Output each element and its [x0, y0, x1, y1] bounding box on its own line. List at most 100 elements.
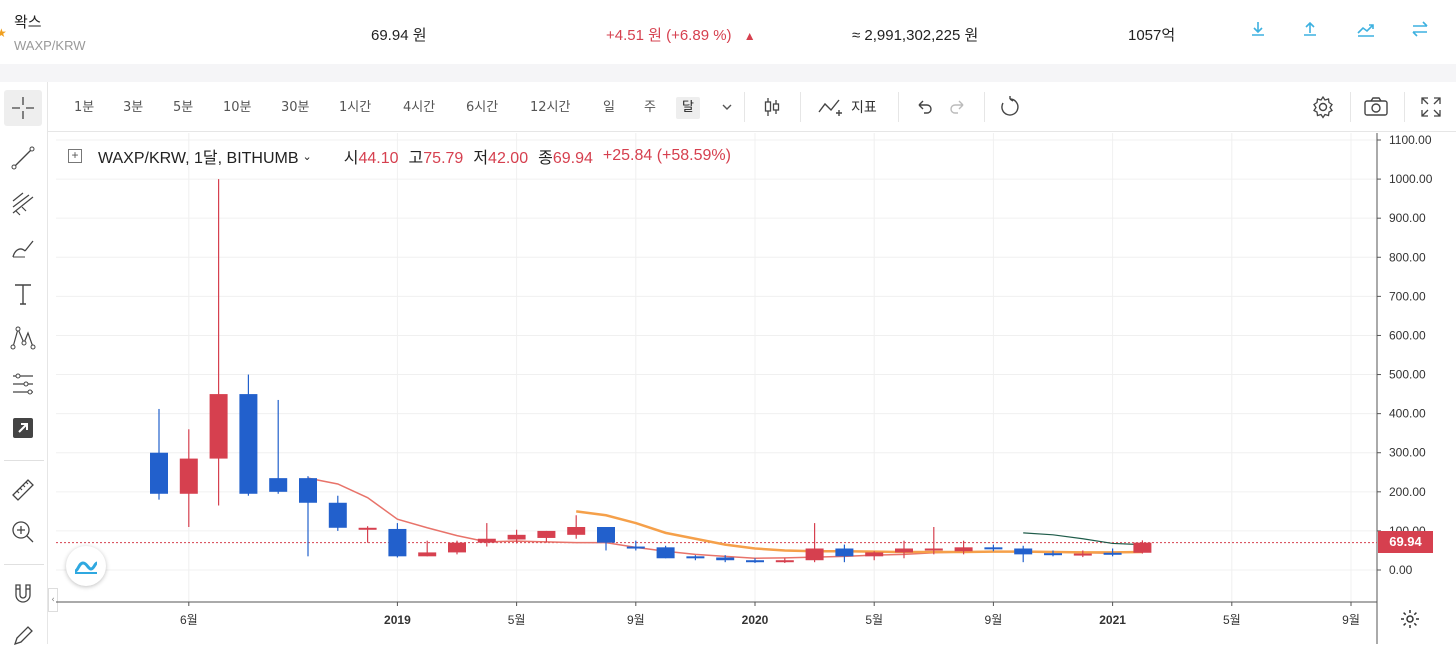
- toolbar-divider: [1404, 92, 1405, 122]
- candle-body: [597, 527, 615, 543]
- legend-close: 종69.94: [538, 150, 593, 167]
- interval-12h[interactable]: 12시간: [530, 100, 571, 115]
- toolbar-divider: [1350, 92, 1351, 122]
- legend-change: +25.84 (+58.59%): [602, 147, 731, 164]
- toolbar-divider: [4, 564, 44, 565]
- legend-high: 고75.79: [408, 150, 464, 167]
- ruler-icon[interactable]: [4, 472, 42, 508]
- tradingview-logo-icon[interactable]: [66, 546, 106, 586]
- favorite-star-icon[interactable]: ★: [0, 26, 7, 40]
- legend-title[interactable]: WAXP/KRW, 1달, BITHUMB: [98, 150, 299, 167]
- interval-day[interactable]: 일: [603, 100, 615, 115]
- swap-icon[interactable]: [1408, 20, 1432, 44]
- chevron-down-icon[interactable]: ⌄: [302, 150, 312, 163]
- candle-body: [1103, 552, 1122, 555]
- last-price-label: 69.94: [1378, 531, 1433, 553]
- y-tick-label: 600.00: [1389, 328, 1426, 342]
- pencil-icon[interactable]: [4, 618, 42, 654]
- candle-body: [239, 394, 258, 494]
- x-tick-label: 9월: [1342, 613, 1360, 627]
- interval-month[interactable]: 달: [676, 97, 700, 119]
- trend-chart-icon[interactable]: [1354, 20, 1378, 44]
- interval-week[interactable]: 주: [644, 100, 656, 115]
- expand-legend-icon[interactable]: +: [68, 149, 82, 163]
- indicators-button[interactable]: 지표: [817, 94, 889, 120]
- interval-5m[interactable]: 5분: [173, 100, 194, 115]
- chart-toolbar: 1분 3분 5분 10분 30분 1시간 4시간 6시간 12시간 일 주 달 …: [0, 82, 1456, 132]
- interval-3m[interactable]: 3분: [123, 100, 144, 115]
- candle-type-icon[interactable]: [759, 94, 785, 120]
- indicators-icon: [818, 99, 842, 116]
- candle-body: [507, 534, 526, 540]
- fib-tool-icon[interactable]: [4, 186, 42, 222]
- x-tick-label: 6월: [180, 613, 198, 627]
- upload-icon[interactable]: [1298, 20, 1322, 44]
- trend-line-icon[interactable]: [4, 140, 42, 176]
- candle-body: [269, 478, 288, 492]
- y-tick-label: 1000.00: [1389, 172, 1433, 186]
- candle-body: [150, 452, 168, 494]
- candle-body: [686, 556, 705, 559]
- zoom-in-icon[interactable]: [4, 514, 42, 550]
- undo-icon[interactable]: [911, 94, 937, 120]
- interval-1h[interactable]: 1시간: [339, 100, 372, 115]
- candle-body: [299, 478, 317, 503]
- candle-body: [656, 547, 675, 559]
- candle-body: [775, 560, 794, 563]
- interval-6h[interactable]: 6시간: [466, 100, 499, 115]
- interval-4h[interactable]: 4시간: [403, 100, 436, 115]
- candle-body: [716, 557, 735, 561]
- y-tick-label: 200.00: [1389, 485, 1426, 499]
- x-tick-label: 2019: [384, 613, 411, 627]
- candle-body: [418, 552, 437, 557]
- candle-body: [388, 528, 407, 557]
- redo-icon[interactable]: [945, 94, 971, 120]
- candle-body: [1014, 548, 1033, 555]
- brush-icon[interactable]: [4, 230, 42, 266]
- download-icon[interactable]: [1246, 20, 1270, 44]
- trade-volume: ≈ 2,991,302,225 원: [852, 27, 979, 44]
- coin-symbol: WAXP/KRW: [14, 38, 86, 53]
- drawing-toolbar: [0, 82, 48, 646]
- ma-long-line: [1023, 532, 1143, 546]
- settings-icon[interactable]: [1310, 94, 1336, 120]
- x-tick-label: 2021: [1099, 613, 1126, 627]
- crosshair-icon[interactable]: [4, 90, 42, 126]
- candle-body: [537, 530, 556, 538]
- indicators-label: 지표: [851, 100, 877, 116]
- interval-dropdown-icon[interactable]: [714, 94, 740, 120]
- price-chart[interactable]: 1100.00 1000.00 900.00 800.00 700.00 600.00 50…: [56, 133, 1456, 644]
- arrow-up-icon: ▲: [743, 29, 756, 43]
- market-cap: 1057억: [1128, 27, 1176, 44]
- current-price: 69.94 원: [371, 27, 427, 44]
- candle-body: [626, 546, 645, 549]
- magnet-icon[interactable]: [4, 576, 42, 612]
- x-tick-label: 5월: [508, 613, 526, 627]
- arrow-box-icon[interactable]: [4, 410, 42, 446]
- interval-30m[interactable]: 30분: [281, 100, 310, 115]
- toolbar-divider: [984, 92, 985, 122]
- prediction-tool-icon[interactable]: [4, 366, 42, 402]
- fullscreen-icon[interactable]: [1418, 94, 1444, 120]
- x-tick-label: 5월: [1223, 613, 1241, 627]
- x-tick-label: 9월: [627, 613, 645, 627]
- candle-body: [328, 502, 347, 528]
- text-tool-icon[interactable]: [4, 276, 42, 312]
- y-tick-label: 1100.00: [1389, 133, 1432, 147]
- axis-settings-icon[interactable]: [1398, 607, 1422, 631]
- candle-body: [984, 547, 1003, 550]
- candle-body: [835, 548, 854, 557]
- coin-name: 왁스: [14, 13, 42, 31]
- candle-body: [954, 547, 973, 552]
- y-tick-label: 700.00: [1389, 289, 1426, 303]
- collapse-toolbar-button[interactable]: ‹: [48, 588, 58, 612]
- y-tick-label: 300.00: [1389, 446, 1426, 460]
- candle-body: [1133, 542, 1152, 553]
- camera-icon[interactable]: [1363, 94, 1389, 120]
- pattern-tool-icon[interactable]: [4, 320, 42, 356]
- legend-low: 저42.00: [473, 150, 529, 167]
- reset-icon[interactable]: [997, 94, 1023, 120]
- interval-10m[interactable]: 10분: [223, 100, 252, 115]
- interval-1m[interactable]: 1분: [74, 100, 95, 115]
- y-tick-label: 500.00: [1389, 368, 1426, 382]
